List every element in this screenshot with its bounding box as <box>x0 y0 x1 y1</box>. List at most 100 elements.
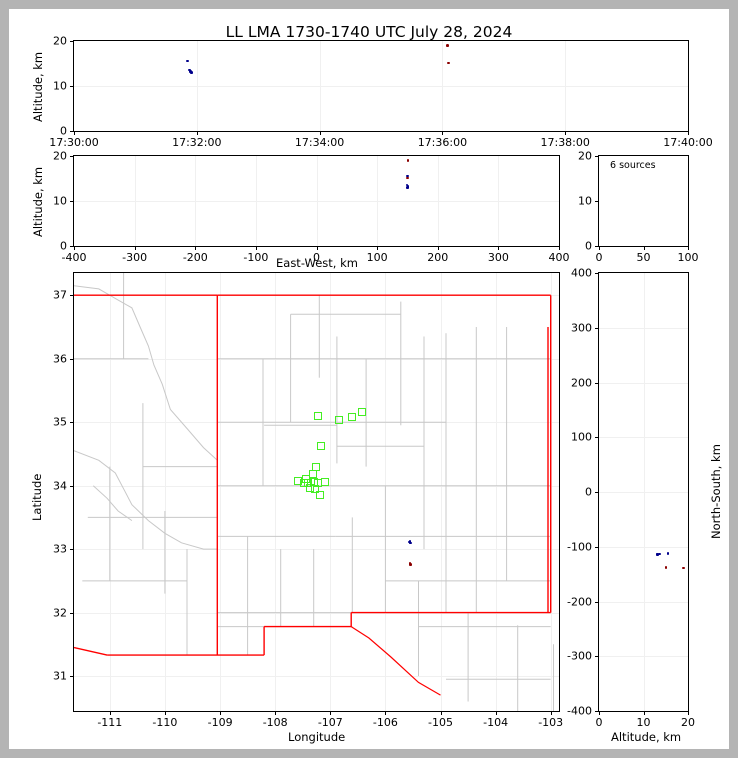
tick-label-y: 400 <box>571 266 592 280</box>
lma-station-marker <box>320 477 329 486</box>
tick-label-y: 300 <box>571 321 592 335</box>
source-point <box>406 186 409 189</box>
alt-ns-xlabel: Altitude, km <box>611 730 682 744</box>
lma-station-marker <box>348 413 357 422</box>
source-point <box>186 59 189 63</box>
tick-label-x: 17:34:00 <box>294 136 345 149</box>
tick-label-x: -103 <box>538 716 564 729</box>
source-point <box>666 552 670 555</box>
tick-label-x: -110 <box>152 716 178 729</box>
tick-label-y: 36 <box>53 352 67 366</box>
source-count-label: 6 sources <box>610 160 656 171</box>
lma-station-marker <box>308 470 317 479</box>
tick-label-y: -300 <box>567 649 592 663</box>
tick-label-y: -400 <box>567 704 592 718</box>
tick-label-x: -400 <box>61 251 87 264</box>
source-point <box>682 566 685 570</box>
lma-station-marker <box>316 442 325 451</box>
tick-label-y: -100 <box>567 540 592 554</box>
tick-label-x: -105 <box>428 716 453 729</box>
tick-label-x: -104 <box>483 716 509 729</box>
ew-height-xlabel: East-West, km <box>276 256 358 270</box>
tick-label-y: 0 <box>585 485 592 499</box>
source-point <box>408 541 412 545</box>
tick-label-x: 200 <box>427 251 449 264</box>
figure-title: LL LMA 1730-1740 UTC July 28, 2024 <box>225 23 513 41</box>
tick-label-y: 0 <box>585 239 592 253</box>
tick-label-y: 33 <box>53 542 67 556</box>
tick-label-x: 0 <box>595 716 603 729</box>
map-ylabel: Latitude <box>30 473 44 521</box>
tick-label-y: 34 <box>53 479 67 493</box>
tick-label-x: 50 <box>636 251 651 264</box>
tick-label-x: 17:32:00 <box>172 136 222 149</box>
alt-ns-ylabel: North-South, km <box>709 444 723 539</box>
source-point <box>408 562 412 565</box>
source-point <box>190 71 193 74</box>
tick-label-x: -109 <box>207 716 233 729</box>
tick-label-y: 10 <box>53 194 67 208</box>
alt-ns-plot-area <box>599 273 688 711</box>
tick-label-y: -200 <box>567 595 592 608</box>
lma-station-marker <box>358 408 367 416</box>
source-point <box>664 566 668 569</box>
tick-label-y: 20 <box>578 149 592 163</box>
source-histogram-panel[interactable] <box>598 155 689 247</box>
tick-label-x: -108 <box>262 716 288 729</box>
source-point <box>406 174 409 178</box>
tick-label-x: -111 <box>97 716 123 729</box>
tick-label-x: -107 <box>317 716 343 729</box>
lma-station-marker <box>314 411 323 420</box>
source-point <box>658 552 661 556</box>
lma-station-marker <box>316 490 325 499</box>
source-point <box>188 68 191 72</box>
tick-label-y: 200 <box>571 376 592 389</box>
source-point <box>446 44 449 47</box>
tick-label-y: 20 <box>53 34 67 48</box>
tick-label-y: 37 <box>53 288 67 302</box>
time-height-plot-area <box>74 41 688 131</box>
source-point <box>405 183 409 187</box>
tick-label-y: 10 <box>578 194 592 208</box>
tick-label-x: 17:36:00 <box>417 136 468 149</box>
tick-label-y: 20 <box>53 149 67 163</box>
source-point <box>447 61 450 65</box>
ew-height-ylabel: Altitude, km <box>31 166 45 237</box>
tick-label-x: 0 <box>313 251 320 264</box>
tick-label-x: -200 <box>182 251 208 264</box>
lma-station-marker <box>306 484 315 493</box>
tick-label-x: -300 <box>122 251 148 264</box>
tick-label-x: 300 <box>487 251 509 264</box>
tick-label-y: 31 <box>53 669 67 683</box>
ew-height-plot-area <box>74 156 559 246</box>
map-xlabel: Longitude <box>288 730 346 744</box>
tick-label-x: 17:30:00 <box>49 136 99 149</box>
tick-label-y: 32 <box>53 606 67 620</box>
tick-label-x: 0 <box>595 251 603 264</box>
tick-label-x: 20 <box>681 716 695 729</box>
source-point <box>655 552 659 556</box>
tick-label-x: -106 <box>372 716 398 729</box>
lma-station-marker <box>299 479 308 488</box>
tick-label-y: 10 <box>53 79 67 93</box>
tick-label-y: 0 <box>60 239 67 253</box>
tick-label-x: 400 <box>548 251 570 264</box>
tick-label-x: 100 <box>677 251 699 264</box>
tick-label-x: 17:40:00 <box>663 136 713 149</box>
map-plot-area <box>74 273 559 711</box>
lma-station-marker <box>334 415 343 424</box>
lma-station-marker <box>311 462 320 471</box>
tick-label-y: 35 <box>53 415 67 429</box>
lma-figure: LL LMA 1730-1740 UTC July 28, 2024 6 sou… <box>9 9 729 749</box>
tick-label-y: 100 <box>571 430 592 444</box>
time-height-ylabel: Altitude, km <box>31 51 45 122</box>
tick-label-x: 17:38:00 <box>540 136 590 149</box>
map-geography <box>74 273 554 711</box>
source-point <box>406 176 409 180</box>
tick-label-x: 10 <box>636 716 651 729</box>
tick-label-y: 0 <box>60 124 67 138</box>
source-point <box>406 159 410 162</box>
lma-station-marker <box>304 478 313 487</box>
tick-label-x: 100 <box>366 251 388 264</box>
tick-label-x: -100 <box>243 251 269 264</box>
